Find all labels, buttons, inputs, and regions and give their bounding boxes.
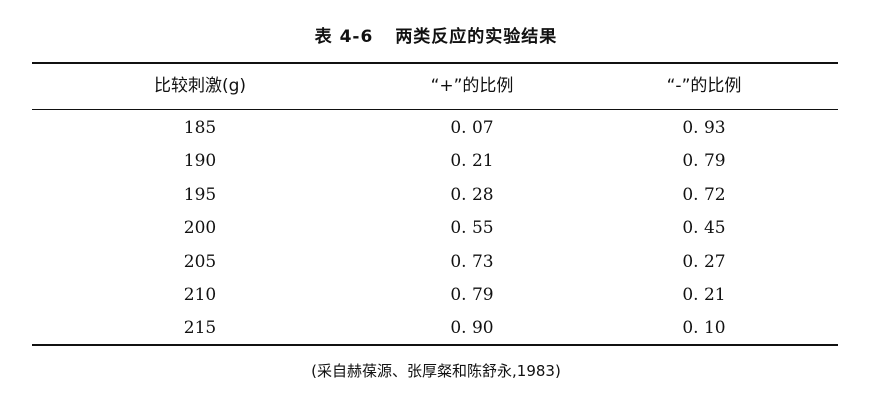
row-2-stimulus: 190: [183, 151, 217, 171]
row-1-minus: 0. 93: [682, 118, 726, 138]
table-title: 两类反应的实验结果: [395, 27, 558, 47]
top-rule: [32, 62, 838, 64]
row-6-minus: 0. 21: [682, 285, 726, 305]
table-number: 表 4-6: [314, 27, 374, 47]
row-2-minus: 0. 79: [682, 151, 726, 171]
row-7-stimulus: 215: [183, 318, 217, 338]
header-comparison-stimulus: 比较刺激(g): [153, 76, 247, 96]
header-minus-proportion: “-”的比例: [666, 76, 742, 96]
row-5-minus: 0. 27: [682, 252, 726, 272]
row-2-plus: 0. 21: [450, 151, 494, 171]
row-5-plus: 0. 73: [450, 252, 494, 272]
header-rule: [32, 109, 838, 110]
row-7-minus: 0. 10: [682, 318, 726, 338]
row-3-stimulus: 195: [183, 185, 217, 205]
row-3-plus: 0. 28: [450, 185, 494, 205]
row-3-minus: 0. 72: [682, 185, 726, 205]
row-4-minus: 0. 45: [682, 218, 726, 238]
header-plus-proportion: “+”的比例: [430, 76, 514, 96]
row-6-stimulus: 210: [183, 285, 217, 305]
table-caption: 表 4-6 两类反应的实验结果: [0, 22, 872, 47]
row-1-plus: 0. 07: [450, 118, 494, 138]
row-4-plus: 0. 55: [450, 218, 494, 238]
row-7-plus: 0. 90: [450, 318, 494, 338]
row-1-stimulus: 185: [183, 118, 217, 138]
table-source-note: (采自赫葆源、张厚粲和陈舒永,1983): [311, 362, 561, 380]
row-6-plus: 0. 79: [450, 285, 494, 305]
row-4-stimulus: 200: [183, 218, 217, 238]
row-5-stimulus: 205: [183, 252, 217, 272]
bottom-rule: [32, 344, 838, 346]
